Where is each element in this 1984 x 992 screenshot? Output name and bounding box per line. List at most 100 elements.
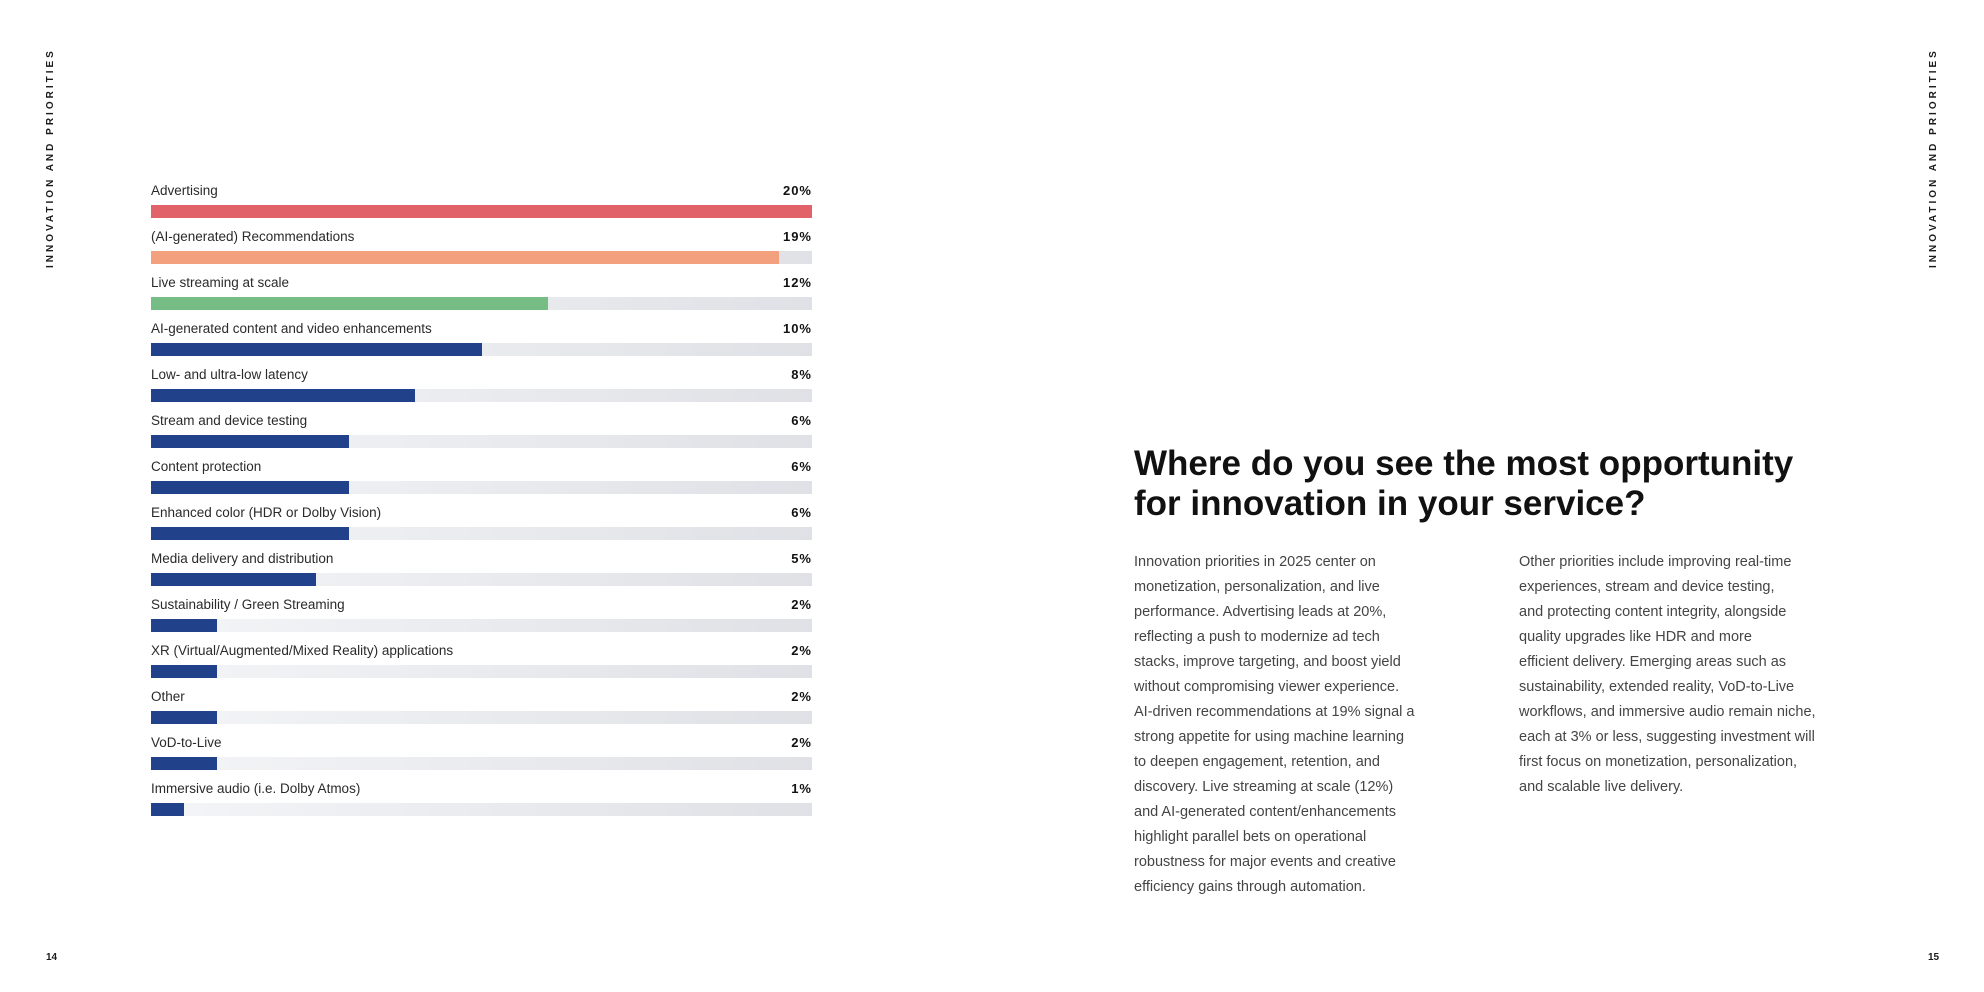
bar-value-label: 20% <box>782 183 812 198</box>
bar-track <box>151 527 812 540</box>
bar-value-label: 19% <box>782 229 812 244</box>
bar-label: Other <box>151 689 185 704</box>
bar-label: Content protection <box>151 459 262 474</box>
body-line: strong appetite for using machine learni… <box>1134 729 1405 745</box>
body-line: monetization, personalization, and live <box>1134 579 1380 595</box>
bar-value-label: 6% <box>791 505 812 520</box>
chart-row: Advertising 20% <box>151 183 812 229</box>
bar-track <box>151 803 812 816</box>
bar-value-label: 2% <box>791 735 812 750</box>
bar-value-label: 2% <box>791 597 812 612</box>
section-label-left: INNOVATION AND PRIORITIES <box>45 48 56 268</box>
bar-label: (AI-generated) Recommendations <box>151 229 355 244</box>
bar <box>151 711 217 724</box>
bar-label: Enhanced color (HDR or Dolby Vision) <box>151 505 382 520</box>
body-line: efficient delivery. Emerging areas such … <box>1519 654 1787 670</box>
bar-track <box>151 757 812 770</box>
bar-label: XR (Virtual/Augmented/Mixed Reality) app… <box>151 643 454 658</box>
body-line: without compromising viewer experience. <box>1134 679 1400 695</box>
body-line: experiences, stream and device testing, <box>1519 579 1775 595</box>
chart-row: Immersive audio (i.e. Dolby Atmos) 1% <box>151 781 812 827</box>
chart-row: XR (Virtual/Augmented/Mixed Reality) app… <box>151 643 812 689</box>
chart-row: AI-generated content and video enhanceme… <box>151 321 812 367</box>
bar-label: Sustainability / Green Streaming <box>151 597 345 612</box>
bar-track <box>151 205 812 218</box>
bar-value-label: 6% <box>791 413 812 428</box>
body-line: robustness for major events and creative <box>1134 854 1396 870</box>
body-line: and protecting content integrity, alongs… <box>1519 604 1787 620</box>
chart-row: Media delivery and distribution 5% <box>151 551 812 597</box>
bar-label: Low- and ultra-low latency <box>151 367 308 382</box>
bar <box>151 205 812 218</box>
chart-row: Low- and ultra-low latency 8% <box>151 367 812 413</box>
bar-track <box>151 389 812 402</box>
bar-value-label: 6% <box>791 459 812 474</box>
bar-label: Immersive audio (i.e. Dolby Atmos) <box>151 781 361 796</box>
bar <box>151 297 548 310</box>
bar-value-label: 8% <box>791 367 812 382</box>
body-line: each at 3% or less, suggesting investmen… <box>1519 729 1815 745</box>
bar <box>151 527 349 540</box>
bar <box>151 619 217 632</box>
chart-row: VoD-to-Live 2% <box>151 735 812 781</box>
page-number-left: 14 <box>46 952 58 963</box>
body-text-right: Other priorities include improving real-… <box>1519 550 1847 800</box>
body-line: discovery. Live streaming at scale (12%) <box>1134 779 1394 795</box>
bar-track <box>151 481 812 494</box>
body-line: first focus on monetization, personaliza… <box>1519 754 1798 770</box>
bar-track <box>151 665 812 678</box>
body-text-left: Innovation priorities in 2025 center on m… <box>1134 550 1462 900</box>
chart-row: Other 2% <box>151 689 812 735</box>
opportunity-bar-chart: Advertising 20% (AI-generated) Recommendat… <box>151 183 812 827</box>
chart-row: Sustainability / Green Streaming 2% <box>151 597 812 643</box>
bar-value-label: 12% <box>782 275 812 290</box>
chart-row: Enhanced color (HDR or Dolby Vision) 6% <box>151 505 812 551</box>
bar-value-label: 2% <box>791 643 812 658</box>
bar <box>151 481 349 494</box>
chart-row: Stream and device testing 6% <box>151 413 812 459</box>
bar-label: Stream and device testing <box>151 413 308 428</box>
bar-value-label: 10% <box>782 321 812 336</box>
headline-line-2: for innovation in your service? <box>1134 484 1646 523</box>
bar-track <box>151 573 812 586</box>
bar-value-label: 5% <box>791 551 812 566</box>
bar-track <box>151 619 812 632</box>
bar-label: VoD-to-Live <box>151 735 222 750</box>
bar-value-label: 2% <box>791 689 812 704</box>
bar <box>151 757 217 770</box>
body-line: efficiency gains through automation. <box>1134 879 1366 895</box>
body-line: reflecting a push to modernize ad tech <box>1134 629 1380 645</box>
body-line: AI-driven recommendations at 19% signal … <box>1134 704 1415 720</box>
body-line: Other priorities include improving real-… <box>1519 554 1792 570</box>
bar-track <box>151 711 812 724</box>
body-line: quality upgrades like HDR and more <box>1519 629 1752 645</box>
bar <box>151 665 217 678</box>
bar-track <box>151 251 812 264</box>
bar-label: Advertising <box>151 183 218 198</box>
headline-line-1: Where do you see the most opportunity <box>1134 444 1794 483</box>
body-line: to deepen engagement, retention, and <box>1134 754 1380 770</box>
body-line: and scalable live delivery. <box>1519 779 1684 795</box>
body-line: workflows, and immersive audio remain ni… <box>1519 704 1816 720</box>
body-line: Innovation priorities in 2025 center on <box>1134 554 1376 570</box>
body-line: highlight parallel bets on operational <box>1134 829 1367 845</box>
body-line: performance. Advertising leads at 20%, <box>1134 604 1387 620</box>
bar-track <box>151 343 812 356</box>
bar <box>151 251 779 264</box>
bar-value-label: 1% <box>791 781 812 796</box>
chart-row: Content protection 6% <box>151 459 812 505</box>
bar-label: AI-generated content and video enhanceme… <box>151 321 432 336</box>
page-number-right: 15 <box>1928 952 1940 963</box>
bar-track <box>151 297 812 310</box>
bar-label: Media delivery and distribution <box>151 551 334 566</box>
bar <box>151 803 184 816</box>
chart-row: Live streaming at scale 12% <box>151 275 812 321</box>
body-line: and AI-generated content/enhancements <box>1134 804 1396 820</box>
chart-row: (AI-generated) Recommendations 19% <box>151 229 812 275</box>
bar <box>151 573 316 586</box>
bar <box>151 389 415 402</box>
body-line: sustainability, extended reality, VoD-to… <box>1519 679 1795 695</box>
body-line: stacks, improve targeting, and boost yie… <box>1134 654 1401 670</box>
section-label-right: INNOVATION AND PRIORITIES <box>1928 48 1939 268</box>
bar-track <box>151 435 812 448</box>
